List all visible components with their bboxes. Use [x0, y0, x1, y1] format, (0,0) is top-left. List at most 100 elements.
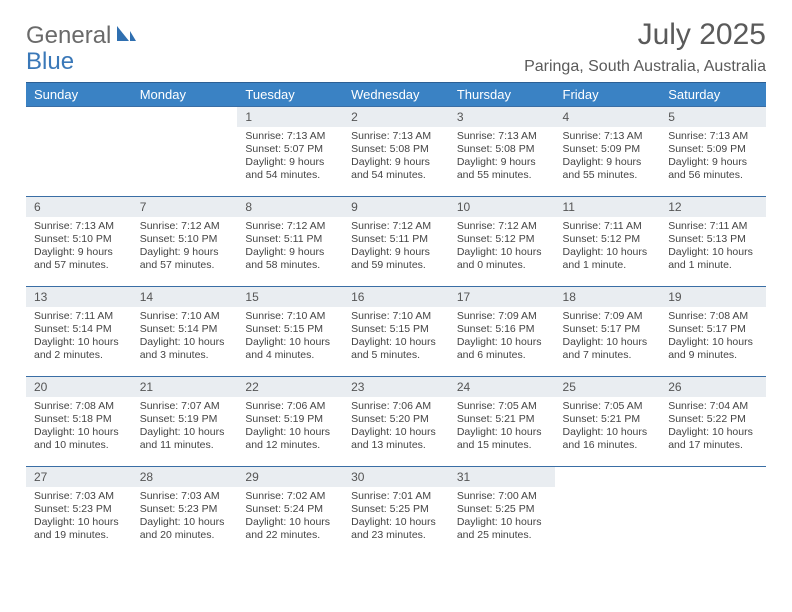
sunset-text: Sunset: 5:14 PM	[34, 323, 128, 336]
calendar-day-cell: 14Sunrise: 7:10 AMSunset: 5:14 PMDayligh…	[132, 287, 238, 377]
sunrise-text: Sunrise: 7:10 AM	[351, 310, 445, 323]
sunrise-text: Sunrise: 7:06 AM	[351, 400, 445, 413]
day-number: 18	[555, 287, 661, 307]
sunset-text: Sunset: 5:18 PM	[34, 413, 128, 426]
day-number: 13	[26, 287, 132, 307]
calendar-week-row: 6Sunrise: 7:13 AMSunset: 5:10 PMDaylight…	[26, 197, 766, 287]
day-detail: Sunrise: 7:11 AMSunset: 5:12 PMDaylight:…	[555, 217, 661, 274]
day-detail: Sunrise: 7:09 AMSunset: 5:16 PMDaylight:…	[449, 307, 555, 364]
sunset-text: Sunset: 5:10 PM	[34, 233, 128, 246]
day-detail: Sunrise: 7:03 AMSunset: 5:23 PMDaylight:…	[26, 487, 132, 544]
calendar-day-cell: 16Sunrise: 7:10 AMSunset: 5:15 PMDayligh…	[343, 287, 449, 377]
day-number: 4	[555, 107, 661, 127]
daylight-text: Daylight: 9 hours and 58 minutes.	[245, 246, 339, 272]
day-detail: Sunrise: 7:13 AMSunset: 5:09 PMDaylight:…	[660, 127, 766, 184]
day-number: 17	[449, 287, 555, 307]
day-number: 1	[237, 107, 343, 127]
day-number: 25	[555, 377, 661, 397]
day-detail: Sunrise: 7:09 AMSunset: 5:17 PMDaylight:…	[555, 307, 661, 364]
calendar-day-cell: 15Sunrise: 7:10 AMSunset: 5:15 PMDayligh…	[237, 287, 343, 377]
day-number: 24	[449, 377, 555, 397]
sunrise-text: Sunrise: 7:05 AM	[563, 400, 657, 413]
day-number: 2	[343, 107, 449, 127]
calendar-day-cell: 26Sunrise: 7:04 AMSunset: 5:22 PMDayligh…	[660, 377, 766, 467]
daylight-text: Daylight: 10 hours and 12 minutes.	[245, 426, 339, 452]
day-detail: Sunrise: 7:02 AMSunset: 5:24 PMDaylight:…	[237, 487, 343, 544]
sunset-text: Sunset: 5:21 PM	[563, 413, 657, 426]
sunrise-text: Sunrise: 7:13 AM	[245, 130, 339, 143]
calendar-day-cell: 25 Sunrise: 7:05 AMSunset: 5:21 PMDayligh…	[555, 377, 661, 467]
sunset-text: Sunset: 5:15 PM	[351, 323, 445, 336]
sunrise-text: Sunrise: 7:01 AM	[351, 490, 445, 503]
day-number: 28	[132, 467, 238, 487]
sunrise-text: Sunrise: 7:04 AM	[668, 400, 762, 413]
calendar-day-cell: 2Sunrise: 7:13 AMSunset: 5:08 PMDaylight…	[343, 107, 449, 197]
sunrise-text: Sunrise: 7:12 AM	[140, 220, 234, 233]
sunset-text: Sunset: 5:20 PM	[351, 413, 445, 426]
sunrise-text: Sunrise: 7:05 AM	[457, 400, 551, 413]
calendar-day-cell: 20 Sunrise: 7:08 AMSunset: 5:18 PMDayligh…	[26, 377, 132, 467]
calendar-day-cell: 17Sunrise: 7:09 AMSunset: 5:16 PMDayligh…	[449, 287, 555, 377]
logo-sail-icon	[116, 22, 136, 50]
day-number: 20	[26, 377, 132, 397]
daylight-text: Daylight: 9 hours and 55 minutes.	[457, 156, 551, 182]
daylight-text: Daylight: 10 hours and 15 minutes.	[457, 426, 551, 452]
calendar-day-cell: 1Sunrise: 7:13 AMSunset: 5:07 PMDaylight…	[237, 107, 343, 197]
calendar-day-cell: 9Sunrise: 7:12 AMSunset: 5:11 PMDaylight…	[343, 197, 449, 287]
weekday-header-row: Sunday Monday Tuesday Wednesday Thursday…	[26, 83, 766, 107]
sunrise-text: Sunrise: 7:11 AM	[563, 220, 657, 233]
calendar-day-cell: 28Sunrise: 7:03 AMSunset: 5:23 PMDayligh…	[132, 467, 238, 557]
daylight-text: Daylight: 9 hours and 59 minutes.	[351, 246, 445, 272]
day-detail: Sunrise: 7:12 AMSunset: 5:12 PMDaylight:…	[449, 217, 555, 274]
daylight-text: Daylight: 10 hours and 4 minutes.	[245, 336, 339, 362]
sunrise-text: Sunrise: 7:13 AM	[668, 130, 762, 143]
daylight-text: Daylight: 10 hours and 0 minutes.	[457, 246, 551, 272]
calendar-day-cell: 30Sunrise: 7:01 AMSunset: 5:25 PMDayligh…	[343, 467, 449, 557]
sunset-text: Sunset: 5:21 PM	[457, 413, 551, 426]
calendar-day-cell: 5Sunrise: 7:13 AMSunset: 5:09 PMDaylight…	[660, 107, 766, 197]
logo: General	[26, 18, 138, 50]
daylight-text: Daylight: 10 hours and 23 minutes.	[351, 516, 445, 542]
header: General July 2025 Paringa, South Austral…	[26, 18, 766, 80]
day-detail: Sunrise: 7:10 AMSunset: 5:14 PMDaylight:…	[132, 307, 238, 364]
calendar-day-cell	[555, 467, 661, 557]
day-detail: Sunrise: 7:07 AMSunset: 5:19 PMDaylight:…	[132, 397, 238, 454]
sunset-text: Sunset: 5:08 PM	[457, 143, 551, 156]
sunset-text: Sunset: 5:23 PM	[34, 503, 128, 516]
daylight-text: Daylight: 10 hours and 17 minutes.	[668, 426, 762, 452]
sunrise-text: Sunrise: 7:09 AM	[563, 310, 657, 323]
calendar-day-cell: 13Sunrise: 7:11 AMSunset: 5:14 PMDayligh…	[26, 287, 132, 377]
sunrise-text: Sunrise: 7:02 AM	[245, 490, 339, 503]
sunrise-text: Sunrise: 7:08 AM	[34, 400, 128, 413]
location-text: Paringa, South Australia, Australia	[524, 58, 766, 76]
day-number: 23	[343, 377, 449, 397]
sunset-text: Sunset: 5:24 PM	[245, 503, 339, 516]
sunrise-text: Sunrise: 7:03 AM	[34, 490, 128, 503]
daylight-text: Daylight: 10 hours and 19 minutes.	[34, 516, 128, 542]
day-detail: Sunrise: 7:11 AMSunset: 5:14 PMDaylight:…	[26, 307, 132, 364]
sunset-text: Sunset: 5:11 PM	[245, 233, 339, 246]
day-number: 19	[660, 287, 766, 307]
calendar-day-cell: 10Sunrise: 7:12 AMSunset: 5:12 PMDayligh…	[449, 197, 555, 287]
daylight-text: Daylight: 10 hours and 10 minutes.	[34, 426, 128, 452]
daylight-text: Daylight: 10 hours and 1 minute.	[668, 246, 762, 272]
day-detail: Sunrise: 7:13 AMSunset: 5:10 PMDaylight:…	[26, 217, 132, 274]
calendar-day-cell: 6Sunrise: 7:13 AMSunset: 5:10 PMDaylight…	[26, 197, 132, 287]
sunset-text: Sunset: 5:25 PM	[351, 503, 445, 516]
sunset-text: Sunset: 5:13 PM	[668, 233, 762, 246]
calendar-body: 1Sunrise: 7:13 AMSunset: 5:07 PMDaylight…	[26, 107, 766, 557]
daylight-text: Daylight: 10 hours and 2 minutes.	[34, 336, 128, 362]
day-number: 3	[449, 107, 555, 127]
calendar-day-cell: 21Sunrise: 7:07 AMSunset: 5:19 PMDayligh…	[132, 377, 238, 467]
day-detail: Sunrise: 7:12 AMSunset: 5:11 PMDaylight:…	[343, 217, 449, 274]
sunrise-text: Sunrise: 7:09 AM	[457, 310, 551, 323]
sunset-text: Sunset: 5:12 PM	[457, 233, 551, 246]
daylight-text: Daylight: 10 hours and 16 minutes.	[563, 426, 657, 452]
daylight-text: Daylight: 10 hours and 11 minutes.	[140, 426, 234, 452]
daylight-text: Daylight: 10 hours and 13 minutes.	[351, 426, 445, 452]
calendar-day-cell: 22Sunrise: 7:06 AMSunset: 5:19 PMDayligh…	[237, 377, 343, 467]
logo-text-general: General	[26, 22, 111, 50]
sunrise-text: Sunrise: 7:13 AM	[457, 130, 551, 143]
day-number: 31	[449, 467, 555, 487]
sunset-text: Sunset: 5:22 PM	[668, 413, 762, 426]
